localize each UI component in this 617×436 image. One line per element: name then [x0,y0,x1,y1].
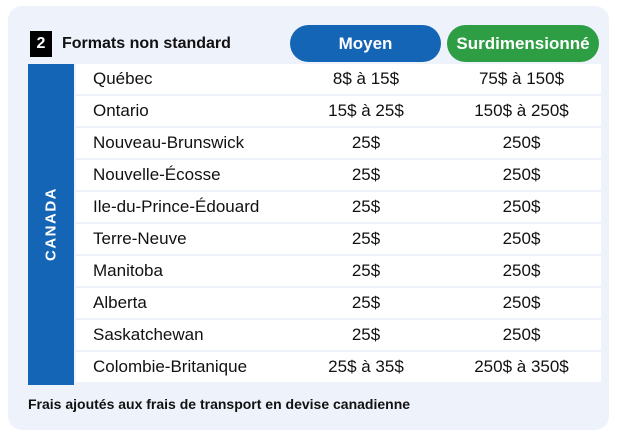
region-side-bar [28,64,74,385]
table-row: Ontario 15$ à 25$ 150$ à 250$ [76,96,601,126]
province-cell: Manitoba [93,261,163,280]
surdimensionne-fee-cell: 250$ [502,325,541,344]
section-title: Formats non standard [62,35,231,52]
province-cell: Terre-Neuve [93,229,187,248]
section-number-badge: 2 [30,31,52,57]
surdimensionne-fee-cell: 250$ [502,261,541,280]
moyen-fee-cell: 25$ [351,197,381,216]
moyen-fee-cell: 25$ à 35$ [328,357,404,376]
fees-table: Québec 8$ à 15$ 75$ à 150$ Ontario 15$ à… [76,64,601,382]
province-cell: Nouveau-Brunswick [93,133,245,152]
surdimensionne-fee-cell: 250$ [502,293,541,312]
surdimensionne-fee-cell: 250$ [502,165,541,184]
province-cell: Nouvelle-Écosse [93,165,221,184]
moyen-fee-cell: 25$ [351,261,381,280]
surdimensionne-fee-cell: 250$ [502,229,541,248]
table-row: Nouveau-Brunswick 25$ 250$ [76,128,601,158]
surdimensionne-fee-cell: 75$ à 150$ [478,69,565,88]
surdimensionne-fee-cell: 150$ à 250$ [474,101,569,120]
moyen-fee-cell: 8$ à 15$ [332,69,400,88]
region-label: CANADA [42,187,60,261]
province-cell: Colombie-Britanique [93,357,248,376]
moyen-fee-cell: 15$ à 25$ [328,101,404,120]
province-cell: Saskatchewan [93,325,204,344]
province-cell: Alberta [93,293,147,312]
table-row: Nouvelle-Écosse 25$ 250$ [76,160,601,190]
moyen-fee-cell: 25$ [351,293,381,312]
surdimensionne-fee-cell: 250$ [502,133,541,152]
table-row: Alberta 25$ 250$ [76,288,601,318]
table-row: Saskatchewan 25$ 250$ [76,320,601,350]
column-header-moyen: Moyen [290,25,441,62]
surdimensionne-fee-cell: 250$ à 350$ [474,357,569,376]
province-cell: Ontario [93,101,149,120]
table-row: Terre-Neuve 25$ 250$ [76,224,601,254]
moyen-fee-cell: 25$ [351,325,381,344]
table-row: Québec 8$ à 15$ 75$ à 150$ [76,64,601,94]
province-cell: Québec [93,69,153,88]
table-row: Ile-du-Prince-Édouard 25$ 250$ [76,192,601,222]
province-cell: Ile-du-Prince-Édouard [93,197,260,216]
moyen-fee-cell: 25$ [351,229,381,248]
moyen-fee-cell: 25$ [351,133,381,152]
table-row: Manitoba 25$ 250$ [76,256,601,286]
surdimensionne-fee-cell: 250$ [502,197,541,216]
column-header-surdimensionne: Surdimensionné [447,25,599,62]
footnote: Frais ajoutés aux frais de transport en … [28,396,411,412]
moyen-fee-cell: 25$ [351,165,381,184]
table-row: Colombie-Britanique 25$ à 35$ 250$ à 350… [76,352,601,382]
